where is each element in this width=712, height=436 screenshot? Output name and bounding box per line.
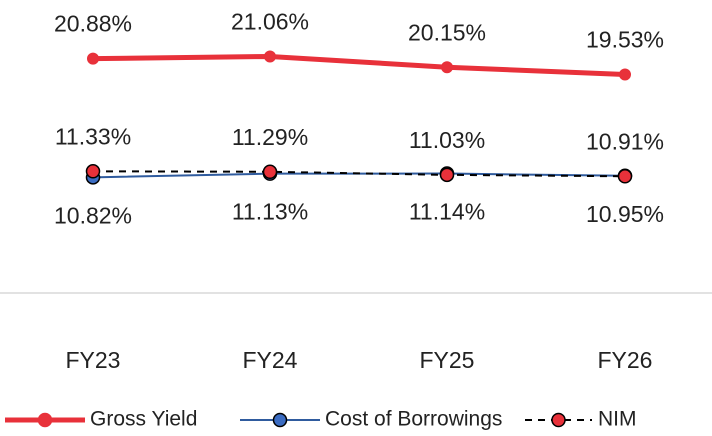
point [441,61,453,74]
legend-label: NIM [598,408,637,431]
point [87,52,99,65]
data-label: 20.15% [408,19,486,45]
x-tick-label: FY26 [598,347,653,373]
data-label: 11.03% [409,127,485,153]
legend-marker [37,412,53,428]
data-label: 10.82% [54,202,132,228]
series-line [92,53,626,78]
data-label: 20.88% [54,11,132,37]
point [264,50,276,63]
data-label: 10.95% [586,201,664,227]
data-label: 11.14% [409,199,485,225]
x-tick-label: FY23 [66,347,121,373]
data-label: 19.53% [586,27,664,53]
data-label: 11.29% [232,124,308,150]
x-tick-label: FY25 [420,347,475,373]
data-label: 11.33% [55,123,131,149]
data-label: 21.06% [231,9,309,35]
data-label: 10.91% [586,128,664,154]
point [617,169,633,184]
point [619,68,631,81]
data-label: 11.13% [232,199,308,225]
legend-marker [551,412,566,428]
legend-marker [272,412,288,428]
point [439,167,455,183]
point [85,164,101,179]
legend-label: Gross Yield [90,408,197,431]
point [262,164,278,180]
series-line [92,170,626,178]
x-tick-label: FY24 [243,347,298,373]
legend-label: Cost of Borrowings [325,408,502,431]
